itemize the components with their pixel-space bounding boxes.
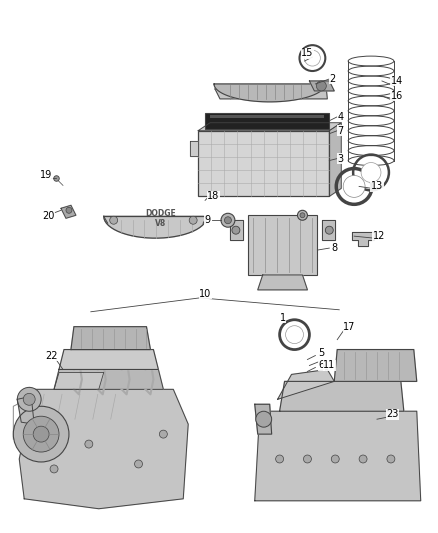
Polygon shape (368, 387, 378, 411)
Text: 23: 23 (387, 409, 399, 419)
Circle shape (361, 163, 381, 182)
Circle shape (85, 440, 93, 448)
Polygon shape (17, 397, 34, 424)
Polygon shape (334, 350, 417, 382)
Text: 8: 8 (331, 243, 337, 253)
Polygon shape (104, 216, 207, 223)
Text: 11: 11 (323, 360, 336, 370)
Circle shape (110, 216, 118, 224)
Circle shape (325, 226, 333, 234)
Circle shape (232, 226, 240, 234)
Text: 10: 10 (199, 289, 211, 299)
Circle shape (159, 430, 167, 438)
Circle shape (387, 455, 395, 463)
Bar (210, 115, 324, 118)
Circle shape (304, 50, 320, 66)
Bar (198, 131, 329, 196)
Polygon shape (352, 232, 374, 246)
Circle shape (343, 175, 365, 197)
Circle shape (23, 393, 35, 405)
Circle shape (134, 460, 142, 468)
Circle shape (276, 455, 283, 463)
Polygon shape (340, 387, 350, 411)
Circle shape (304, 455, 311, 463)
Polygon shape (104, 216, 207, 238)
Circle shape (256, 411, 272, 427)
Polygon shape (215, 89, 327, 99)
Polygon shape (255, 411, 421, 501)
Circle shape (224, 217, 231, 224)
Text: 17: 17 (343, 322, 355, 332)
Text: 7: 7 (337, 126, 343, 136)
Polygon shape (312, 387, 322, 411)
Polygon shape (19, 389, 188, 508)
Polygon shape (198, 123, 341, 131)
Text: 1: 1 (279, 313, 286, 323)
Text: 2: 2 (329, 74, 336, 84)
Circle shape (297, 211, 307, 220)
Polygon shape (190, 141, 198, 156)
Circle shape (17, 387, 41, 411)
Circle shape (300, 213, 305, 218)
Text: DODGE: DODGE (145, 209, 176, 218)
Text: 5: 5 (318, 348, 325, 358)
Text: 4: 4 (337, 112, 343, 122)
Text: 9: 9 (204, 215, 210, 225)
Polygon shape (61, 205, 76, 218)
Text: 12: 12 (373, 231, 385, 241)
Polygon shape (230, 220, 243, 240)
Text: 15: 15 (301, 48, 314, 58)
Polygon shape (59, 350, 159, 369)
Polygon shape (322, 220, 335, 240)
Circle shape (221, 213, 235, 227)
Polygon shape (214, 84, 325, 102)
Circle shape (189, 216, 197, 224)
Polygon shape (54, 369, 163, 389)
Text: 6: 6 (318, 360, 325, 370)
Circle shape (66, 207, 72, 213)
Polygon shape (278, 369, 334, 399)
Text: V8: V8 (155, 219, 166, 228)
Circle shape (23, 416, 59, 452)
Polygon shape (71, 327, 150, 350)
Polygon shape (309, 81, 334, 91)
Text: 20: 20 (42, 211, 54, 221)
Text: 19: 19 (40, 171, 52, 181)
Circle shape (13, 406, 69, 462)
Polygon shape (255, 404, 272, 434)
Circle shape (331, 455, 339, 463)
Text: 14: 14 (391, 76, 403, 86)
Text: 18: 18 (207, 191, 219, 201)
Polygon shape (258, 275, 307, 290)
Circle shape (33, 426, 49, 442)
Text: 16: 16 (391, 91, 403, 101)
Polygon shape (279, 382, 404, 411)
Polygon shape (54, 373, 104, 389)
Circle shape (50, 465, 58, 473)
Text: 3: 3 (337, 154, 343, 164)
Text: 13: 13 (371, 181, 383, 191)
Text: 22: 22 (45, 351, 57, 360)
Polygon shape (285, 387, 294, 411)
Circle shape (359, 455, 367, 463)
Circle shape (286, 326, 304, 344)
Bar (248, 215, 318, 275)
Polygon shape (329, 123, 341, 196)
Circle shape (316, 81, 326, 91)
Bar (205, 113, 329, 129)
